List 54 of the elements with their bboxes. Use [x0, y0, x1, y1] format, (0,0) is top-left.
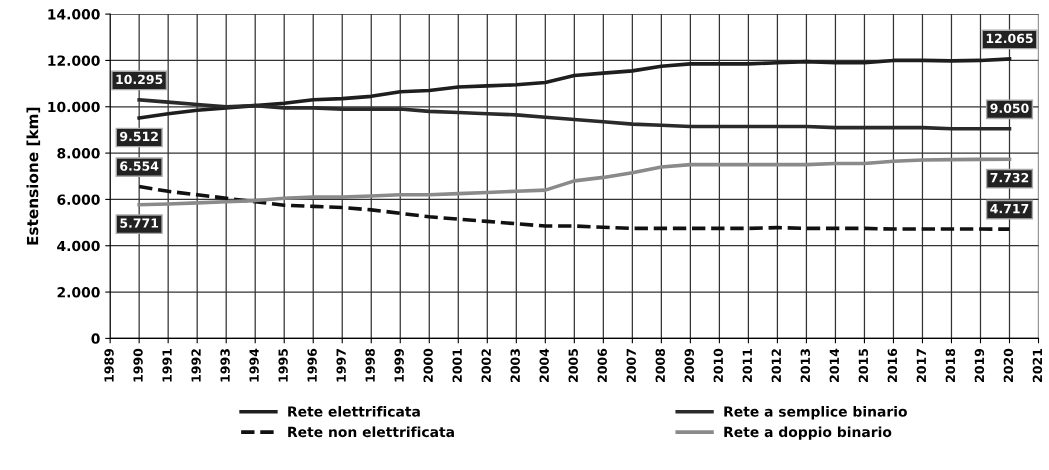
x-tick-label: 2001: [452, 348, 462, 382]
y-axis-title: Estensione [km]: [26, 107, 41, 245]
y-tick-label: 14.000: [48, 9, 100, 20]
data-label: 6.554: [120, 161, 159, 171]
x-tick-label: 2008: [655, 348, 665, 382]
data-label: 5.771: [120, 218, 159, 228]
x-tick-label: 2004: [539, 348, 549, 382]
x-tick-label: 1996: [307, 348, 317, 382]
legend-label: Rete a semplice binario: [724, 406, 907, 420]
x-tick-label: 2014: [829, 348, 840, 382]
x-tick-label: 1992: [191, 349, 201, 382]
legend-label: Rete a doppio binario: [724, 426, 892, 440]
x-tick-label: 1990: [133, 348, 143, 382]
x-tick-label: 2010: [713, 348, 724, 382]
x-tick-label: 1993: [220, 349, 230, 382]
x-tick-label: 2007: [626, 349, 636, 382]
x-tick-label: 2021: [1032, 348, 1043, 382]
x-tick-label: 1994: [249, 348, 259, 382]
x-tick-label: 2020: [1003, 348, 1014, 382]
x-tick-label: 1989: [104, 348, 114, 382]
data-label: 9.512: [120, 131, 158, 142]
x-tick-label: 2006: [597, 348, 607, 382]
y-tick-label: 12.000: [48, 55, 100, 66]
x-tick-label: 2018: [945, 348, 956, 382]
x-tick-label: 2009: [684, 348, 694, 382]
data-label: 12.065: [986, 33, 1033, 44]
x-tick-label: 1998: [365, 348, 375, 382]
y-tick-label: 4.000: [57, 240, 100, 252]
x-tick-label: 1999: [394, 348, 404, 382]
data-label: 7.732: [990, 172, 1029, 183]
x-tick-label: 2015: [858, 348, 869, 382]
x-tick-label: 2016: [887, 348, 898, 382]
x-tick-label: 2002: [481, 349, 491, 382]
x-tick-label: 1991: [162, 348, 172, 382]
data-label: 10.295: [116, 74, 163, 85]
y-tick-label: 2.000: [57, 287, 100, 298]
y-tick-label: 10.000: [48, 101, 100, 113]
y-tick-label: 0: [91, 333, 100, 344]
y-tick-label: 8.000: [57, 148, 100, 159]
x-tick-label: 2005: [568, 348, 578, 382]
x-tick-label: 2003: [510, 349, 520, 382]
x-tick-label: 1997: [336, 349, 346, 382]
data-label: 4.717: [990, 204, 1029, 214]
y-tick-label: 6.000: [57, 194, 100, 205]
x-tick-label: 2013: [800, 349, 811, 382]
x-tick-label: 1995: [278, 348, 288, 382]
legend-label: Rete non elettrificata: [288, 426, 454, 438]
x-tick-label: 2017: [916, 349, 927, 382]
x-tick-label: 2019: [974, 348, 985, 382]
legend-label: Rete elettrificata: [288, 406, 420, 417]
x-tick-label: 2011: [742, 348, 753, 382]
x-tick-label: 2012: [771, 349, 782, 382]
x-tick-label: 2000: [423, 348, 433, 382]
data-label: 9.050: [990, 103, 1029, 113]
